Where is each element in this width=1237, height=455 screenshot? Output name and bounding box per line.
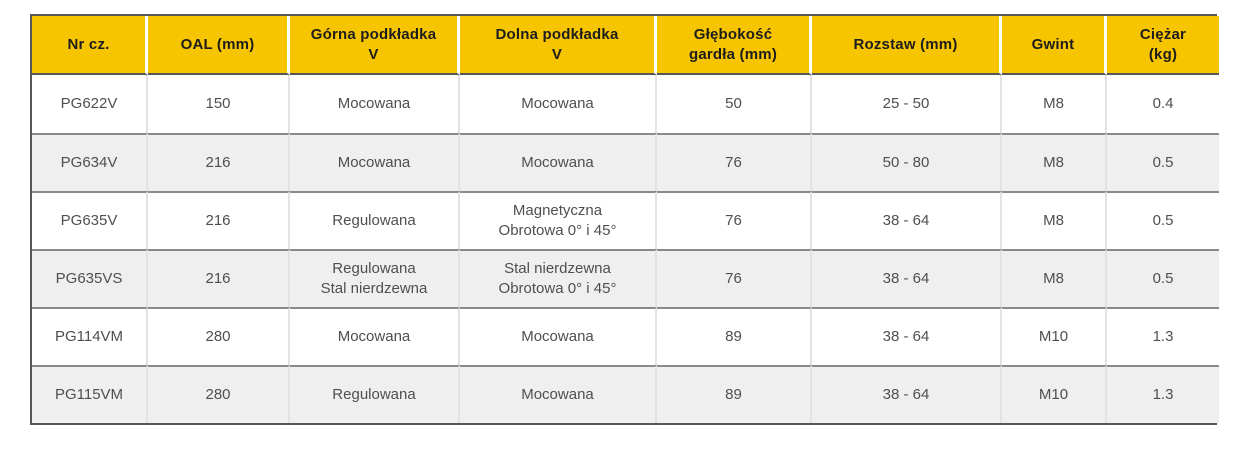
table-row: PG635VS 216 Regulowana Stal nierdzewna S… [32, 249, 1219, 307]
table-row: PG635V 216 Regulowana Magnetyczna Obroto… [32, 191, 1219, 249]
table-header: Nr cz. OAL (mm) Górna podkładka V Dolna … [32, 16, 1219, 75]
table-cell: Regulowana Stal nierdzewna [290, 249, 460, 307]
table-cell: 216 [148, 191, 290, 249]
table-cell: 25 - 50 [812, 75, 1002, 133]
table-cell: 150 [148, 75, 290, 133]
spec-table-container: Nr cz. OAL (mm) Górna podkładka V Dolna … [30, 14, 1219, 425]
table-row: PG115VM 280 Regulowana Mocowana 89 38 - … [32, 365, 1219, 423]
table-cell: Mocowana [460, 75, 657, 133]
table-cell: Mocowana [460, 307, 657, 365]
column-header-thread: Gwint [1002, 16, 1107, 75]
table-cell: Mocowana [460, 365, 657, 423]
table-cell: 76 [657, 249, 812, 307]
table-cell: 50 - 80 [812, 133, 1002, 191]
table-body: PG622V 150 Mocowana Mocowana 50 25 - 50 … [32, 75, 1219, 423]
part-number-cell: PG634V [32, 133, 148, 191]
part-number-cell: PG635VS [32, 249, 148, 307]
table-cell: M8 [1002, 75, 1107, 133]
table-cell: 89 [657, 307, 812, 365]
table-cell: Mocowana [290, 133, 460, 191]
table-cell: 38 - 64 [812, 307, 1002, 365]
table-cell: 1.3 [1107, 365, 1219, 423]
table-cell: 0.5 [1107, 191, 1219, 249]
table-cell: 280 [148, 365, 290, 423]
column-header-part-number: Nr cz. [32, 16, 148, 75]
part-number-cell: PG115VM [32, 365, 148, 423]
column-header-throat-depth: Głębokość gardła (mm) [657, 16, 812, 75]
table-cell: 216 [148, 249, 290, 307]
table-cell: 38 - 64 [812, 365, 1002, 423]
table-cell: 89 [657, 365, 812, 423]
part-number-cell: PG635V [32, 191, 148, 249]
column-header-lower-pad: Dolna podkładka V [460, 16, 657, 75]
table-cell: M8 [1002, 249, 1107, 307]
table-cell: 1.3 [1107, 307, 1219, 365]
column-header-oal: OAL (mm) [148, 16, 290, 75]
table-cell: M8 [1002, 133, 1107, 191]
column-header-spread: Rozstaw (mm) [812, 16, 1002, 75]
table-row: PG622V 150 Mocowana Mocowana 50 25 - 50 … [32, 75, 1219, 133]
table-cell: M10 [1002, 307, 1107, 365]
table-cell: Regulowana [290, 365, 460, 423]
table-cell: Regulowana [290, 191, 460, 249]
product-spec-table: Nr cz. OAL (mm) Górna podkładka V Dolna … [32, 16, 1219, 423]
table-cell: 216 [148, 133, 290, 191]
part-number-cell: PG622V [32, 75, 148, 133]
table-cell: 0.4 [1107, 75, 1219, 133]
table-cell: M10 [1002, 365, 1107, 423]
table-cell: 38 - 64 [812, 249, 1002, 307]
column-header-upper-pad: Górna podkładka V [290, 16, 460, 75]
table-row: PG634V 216 Mocowana Mocowana 76 50 - 80 … [32, 133, 1219, 191]
table-cell: Magnetyczna Obrotowa 0° i 45° [460, 191, 657, 249]
column-header-weight: Ciężar (kg) [1107, 16, 1219, 75]
table-cell: 50 [657, 75, 812, 133]
table-cell: 76 [657, 191, 812, 249]
table-cell: 38 - 64 [812, 191, 1002, 249]
table-cell: 280 [148, 307, 290, 365]
table-cell: Mocowana [460, 133, 657, 191]
table-cell: 0.5 [1107, 133, 1219, 191]
table-cell: Mocowana [290, 75, 460, 133]
table-cell: Stal nierdzewna Obrotowa 0° i 45° [460, 249, 657, 307]
table-row: PG114VM 280 Mocowana Mocowana 89 38 - 64… [32, 307, 1219, 365]
table-cell: 76 [657, 133, 812, 191]
part-number-cell: PG114VM [32, 307, 148, 365]
header-row: Nr cz. OAL (mm) Górna podkładka V Dolna … [32, 16, 1219, 75]
table-cell: Mocowana [290, 307, 460, 365]
table-cell: 0.5 [1107, 249, 1219, 307]
table-cell: M8 [1002, 191, 1107, 249]
